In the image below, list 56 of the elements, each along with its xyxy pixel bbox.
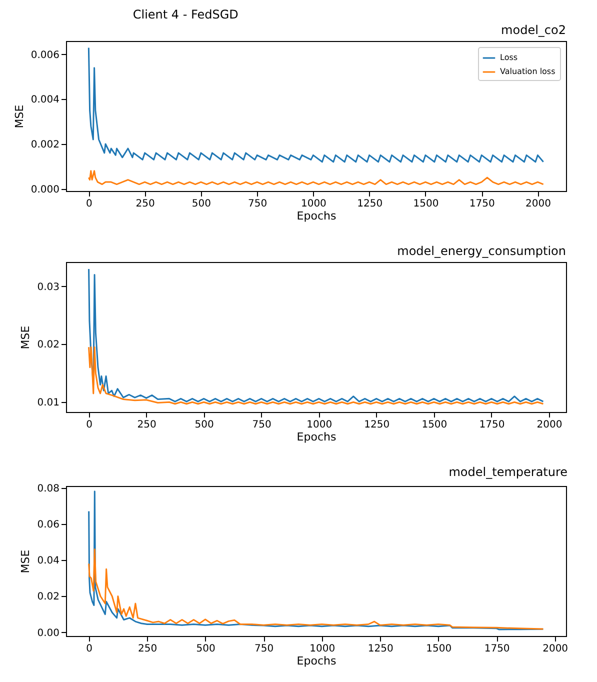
legend-label: Loss <box>500 53 518 62</box>
y-tick-label: 0.02 <box>37 592 60 603</box>
x-tick-label: 500 <box>192 198 211 210</box>
x-tick-label: 1750 <box>484 644 510 654</box>
x-tick-label: 500 <box>196 644 216 654</box>
x-tick-label: 750 <box>254 644 274 654</box>
x-axis-title: Epochs <box>296 210 336 222</box>
x-tick-label: 1250 <box>364 420 390 430</box>
chart-title: model_energy_consumption <box>397 244 566 258</box>
y-axis-title: MSE <box>19 326 32 350</box>
x-tick-label: 1500 <box>422 420 448 430</box>
y-tick-label: 0.000 <box>30 184 60 196</box>
line-series <box>88 170 544 186</box>
x-axis-title: Epochs <box>296 654 336 668</box>
x-tick-label: 750 <box>252 420 272 430</box>
x-tick-label: 250 <box>136 198 155 210</box>
x-tick-label: 2000 <box>525 198 551 210</box>
chart-subtitle: model_co2 <box>501 23 566 37</box>
x-tick-label: 750 <box>248 198 268 210</box>
y-axis-title: MSE <box>12 104 26 128</box>
y-tick-label: 0.03 <box>37 282 60 293</box>
x-tick-label: 500 <box>194 420 214 430</box>
x-tick-label: 1500 <box>413 198 439 210</box>
x-tick-label: 0 <box>86 420 92 430</box>
chart-title: Client 4 - FedSGD <box>132 8 238 22</box>
y-tick-label: 0.00 <box>37 628 60 639</box>
line-series <box>88 548 544 630</box>
x-tick-label: 1750 <box>479 420 505 430</box>
chart-title: model_temperature <box>448 464 568 479</box>
x-tick-label: 1250 <box>368 644 394 654</box>
y-tick-label: 0.002 <box>30 139 60 150</box>
y-tick-label: 0.08 <box>37 483 60 494</box>
y-axis-title: MSE <box>19 550 32 574</box>
x-tick-label: 1000 <box>300 198 326 210</box>
line-series <box>88 268 544 402</box>
y-tick-label: 0.06 <box>37 519 60 530</box>
x-tick-label: 0 <box>86 198 92 210</box>
y-tick-label: 0.004 <box>30 94 60 106</box>
x-tick-label: 1750 <box>469 198 495 210</box>
x-axis-title: Epochs <box>296 430 336 444</box>
line-series <box>88 346 544 405</box>
x-tick-label: 1500 <box>426 644 452 654</box>
line-series <box>88 490 544 630</box>
legend-label: Valuation loss <box>500 67 556 76</box>
x-tick-label: 250 <box>137 420 156 430</box>
y-tick-label: 0.01 <box>37 398 60 409</box>
y-tick-label: 0.006 <box>30 50 60 61</box>
x-tick-label: 0 <box>86 644 93 654</box>
x-tick-label: 250 <box>138 644 158 654</box>
x-tick-label: 1000 <box>306 420 332 430</box>
y-tick-label: 0.02 <box>37 340 60 351</box>
x-tick-label: 1000 <box>310 644 336 654</box>
x-tick-label: 2000 <box>536 420 562 430</box>
x-tick-label: 1250 <box>357 198 383 210</box>
y-tick-label: 0.04 <box>37 556 60 567</box>
x-tick-label: 2000 <box>542 644 568 654</box>
